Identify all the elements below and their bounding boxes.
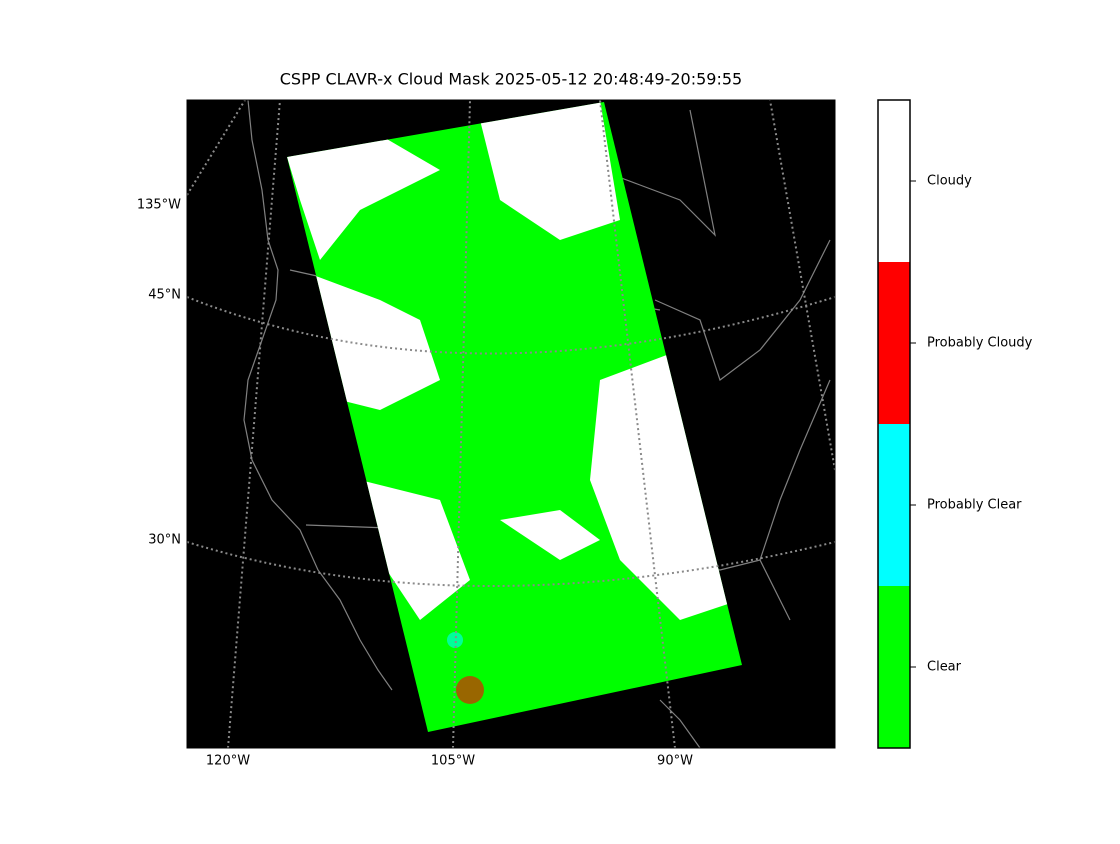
cloud-area (590, 350, 740, 620)
bottom-label: 90°W (657, 754, 693, 769)
colorbar-frame (877, 99, 911, 749)
cloud-area (287, 135, 440, 260)
title: CSPP CLAVR-x Cloud Mask 2025-05-12 20:48… (280, 70, 742, 89)
left-label: 135°W (137, 198, 181, 213)
colorbar-label: Probably Clear (927, 498, 1022, 513)
colorbar-segment (878, 100, 910, 262)
cloud-area (360, 480, 470, 620)
swath (287, 102, 742, 732)
probably-cloudy-area (456, 676, 484, 704)
map-frame (186, 99, 836, 749)
colorbar-label: Clear (927, 660, 962, 675)
bottom-label: 105°W (431, 754, 475, 769)
map (187, 100, 835, 748)
bottom-label: 120°W (206, 754, 250, 769)
left-label: 30°N (148, 533, 181, 548)
colorbar-label: Cloudy (927, 174, 972, 189)
left-label: 45°N (148, 288, 181, 303)
cloud-area (480, 102, 620, 240)
colorbar-segment (878, 262, 910, 424)
colorbar-segment (878, 424, 910, 586)
colorbar-segment (878, 586, 910, 748)
colorbar-label: Probably Cloudy (927, 336, 1033, 351)
cloud-area (500, 510, 600, 560)
probably-clear-area (447, 632, 463, 648)
graticule (187, 100, 835, 748)
